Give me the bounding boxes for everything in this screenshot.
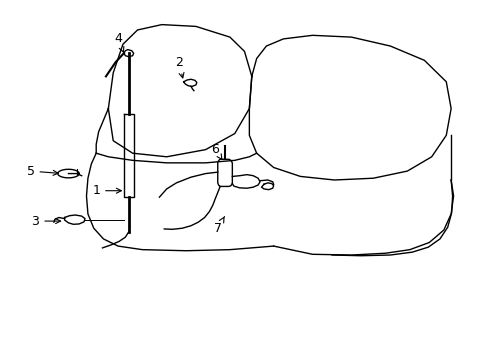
Text: 4: 4: [114, 32, 123, 52]
Text: 5: 5: [26, 165, 58, 177]
Text: 2: 2: [175, 55, 183, 78]
Text: 3: 3: [31, 215, 61, 228]
Text: 1: 1: [92, 184, 121, 197]
Text: 6: 6: [211, 143, 222, 159]
Text: 7: 7: [213, 216, 224, 235]
